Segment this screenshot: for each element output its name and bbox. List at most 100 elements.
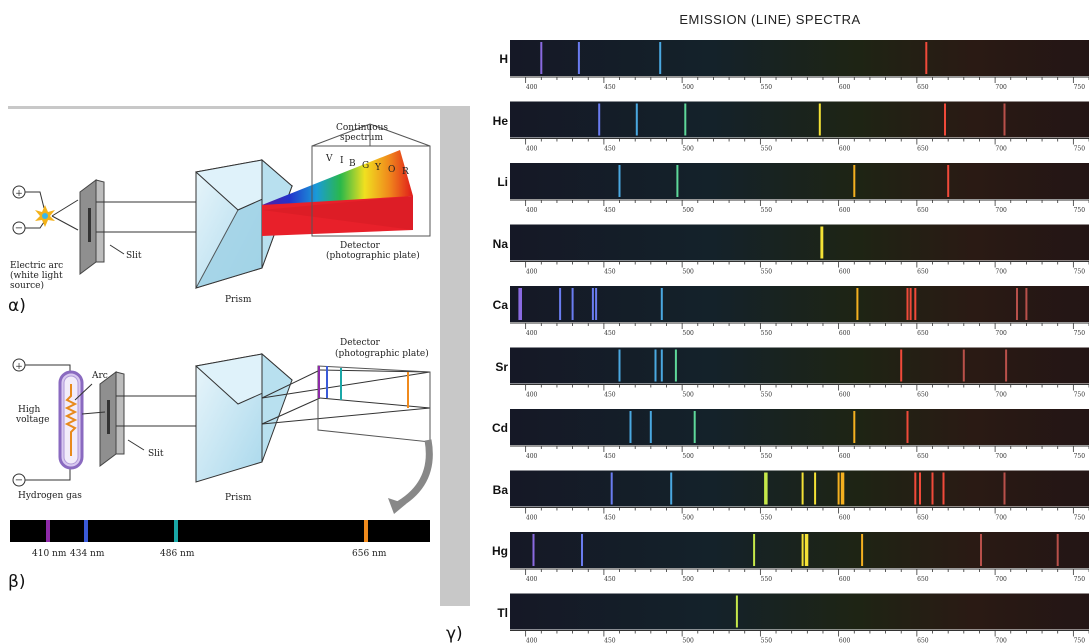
tick-label: 600 (839, 576, 851, 583)
emission-line (676, 165, 679, 197)
tick-label: 550 (761, 269, 773, 276)
emission-line (598, 103, 601, 136)
emission-line (801, 472, 804, 505)
emission-line (906, 288, 909, 320)
emission-line (532, 534, 535, 566)
emission-line (814, 472, 817, 505)
emission-line (1025, 288, 1028, 320)
emission-spectra: 400 450 500 550 600 650 700 750 400 450 500 550 600 6… (510, 40, 1089, 643)
emission-line (947, 165, 950, 197)
tick-label: 700 (995, 146, 1007, 153)
tick-label: 450 (604, 207, 616, 214)
detector-line-violet (318, 366, 320, 398)
element-label-ca: Ca (492, 298, 508, 312)
tick-label: 650 (917, 146, 929, 153)
diagram-top-border (8, 106, 470, 109)
panel-letter-alpha: α) (8, 296, 26, 316)
tick-label: 500 (682, 392, 694, 399)
emission-line (962, 349, 965, 382)
element-label-cd: Cd (492, 421, 508, 435)
continuous-spectrum-fan (262, 150, 413, 210)
tick-label: 750 (1074, 638, 1086, 643)
tick-label: 750 (1074, 269, 1086, 276)
spectrum-strip-cd (510, 409, 1089, 445)
emission-line (919, 472, 921, 505)
element-label-h: H (499, 52, 508, 66)
tick-label: 700 (995, 638, 1007, 643)
tick-label: 450 (604, 269, 616, 276)
slit-label-alpha: Slit (126, 251, 142, 261)
emission-line (595, 288, 598, 320)
emission-line (1003, 103, 1006, 136)
arc-filament (64, 384, 78, 456)
spectrum-strip-ca (510, 286, 1089, 322)
tick-label: 400 (526, 207, 538, 214)
element-label-hg: Hg (492, 544, 508, 558)
panel-alpha: + − (12, 123, 431, 289)
tick-label: 500 (682, 207, 694, 214)
tick-label: 700 (995, 207, 1007, 214)
tick-label: 650 (917, 576, 929, 583)
tick-label: 450 (604, 330, 616, 337)
element-label-tl: Tl (497, 605, 508, 620)
emission-line (693, 411, 696, 443)
emission-line (764, 472, 767, 505)
emission-line (980, 534, 982, 566)
emission-line (684, 103, 687, 136)
tick-label: 600 (839, 146, 851, 153)
emission-line (840, 472, 843, 505)
curved-arrow-icon (394, 439, 433, 510)
h-line-410 (46, 520, 50, 542)
arc-label-1: Electric arc (10, 261, 63, 271)
emission-line (571, 288, 574, 320)
emission-line (618, 349, 621, 382)
spectrum-label: spectrum (340, 133, 383, 143)
spectrum-strip-li (510, 163, 1089, 199)
detector-line-cyan (340, 368, 342, 400)
tick-label: 400 (526, 453, 538, 460)
tick-label: 550 (761, 392, 773, 399)
emission-line (659, 42, 662, 74)
spectrum-letter-v: V (325, 154, 333, 164)
tick-label: 750 (1074, 207, 1086, 214)
emission-line (1005, 349, 1008, 382)
tick-label: 750 (1074, 453, 1086, 460)
tick-label: 750 (1074, 146, 1086, 153)
arc-label-3: source) (10, 280, 44, 291)
tick-label: 400 (526, 576, 538, 583)
tick-label: 400 (526, 515, 538, 522)
tick-label: 700 (995, 453, 1007, 460)
emission-line (1016, 288, 1018, 320)
spectrum-strip-sr (510, 347, 1089, 384)
tick-label: 550 (761, 638, 773, 643)
emission-line (753, 534, 756, 566)
emission-line (635, 103, 638, 136)
tick-label: 550 (761, 84, 773, 91)
spectra-title: EMISSION (LINE) SPECTRA (679, 12, 861, 27)
tick-label: 500 (682, 146, 694, 153)
arc-source-icon (35, 205, 55, 227)
emission-line (806, 534, 809, 566)
emission-line (909, 288, 912, 320)
tick-label: 550 (761, 207, 773, 214)
emission-line (804, 534, 807, 566)
tick-label: 600 (839, 515, 851, 522)
h-line-656 (364, 520, 368, 542)
h-label-434: 434 nm (70, 549, 105, 559)
tick-label: 650 (917, 207, 929, 214)
spectrum-letter-r: R (402, 167, 409, 177)
emission-line (861, 534, 864, 566)
emission-line (654, 349, 657, 382)
emission-line (765, 472, 768, 505)
tick-label: 400 (526, 638, 538, 643)
prism-label-alpha: Prism (225, 295, 252, 305)
tick-label: 450 (604, 84, 616, 91)
emission-line (925, 42, 928, 74)
emission-line (801, 534, 804, 566)
emission-line (660, 349, 663, 382)
spectrum-letter-i: I (340, 156, 344, 166)
h-label-656: 656 nm (352, 549, 387, 559)
emission-line (821, 226, 824, 259)
